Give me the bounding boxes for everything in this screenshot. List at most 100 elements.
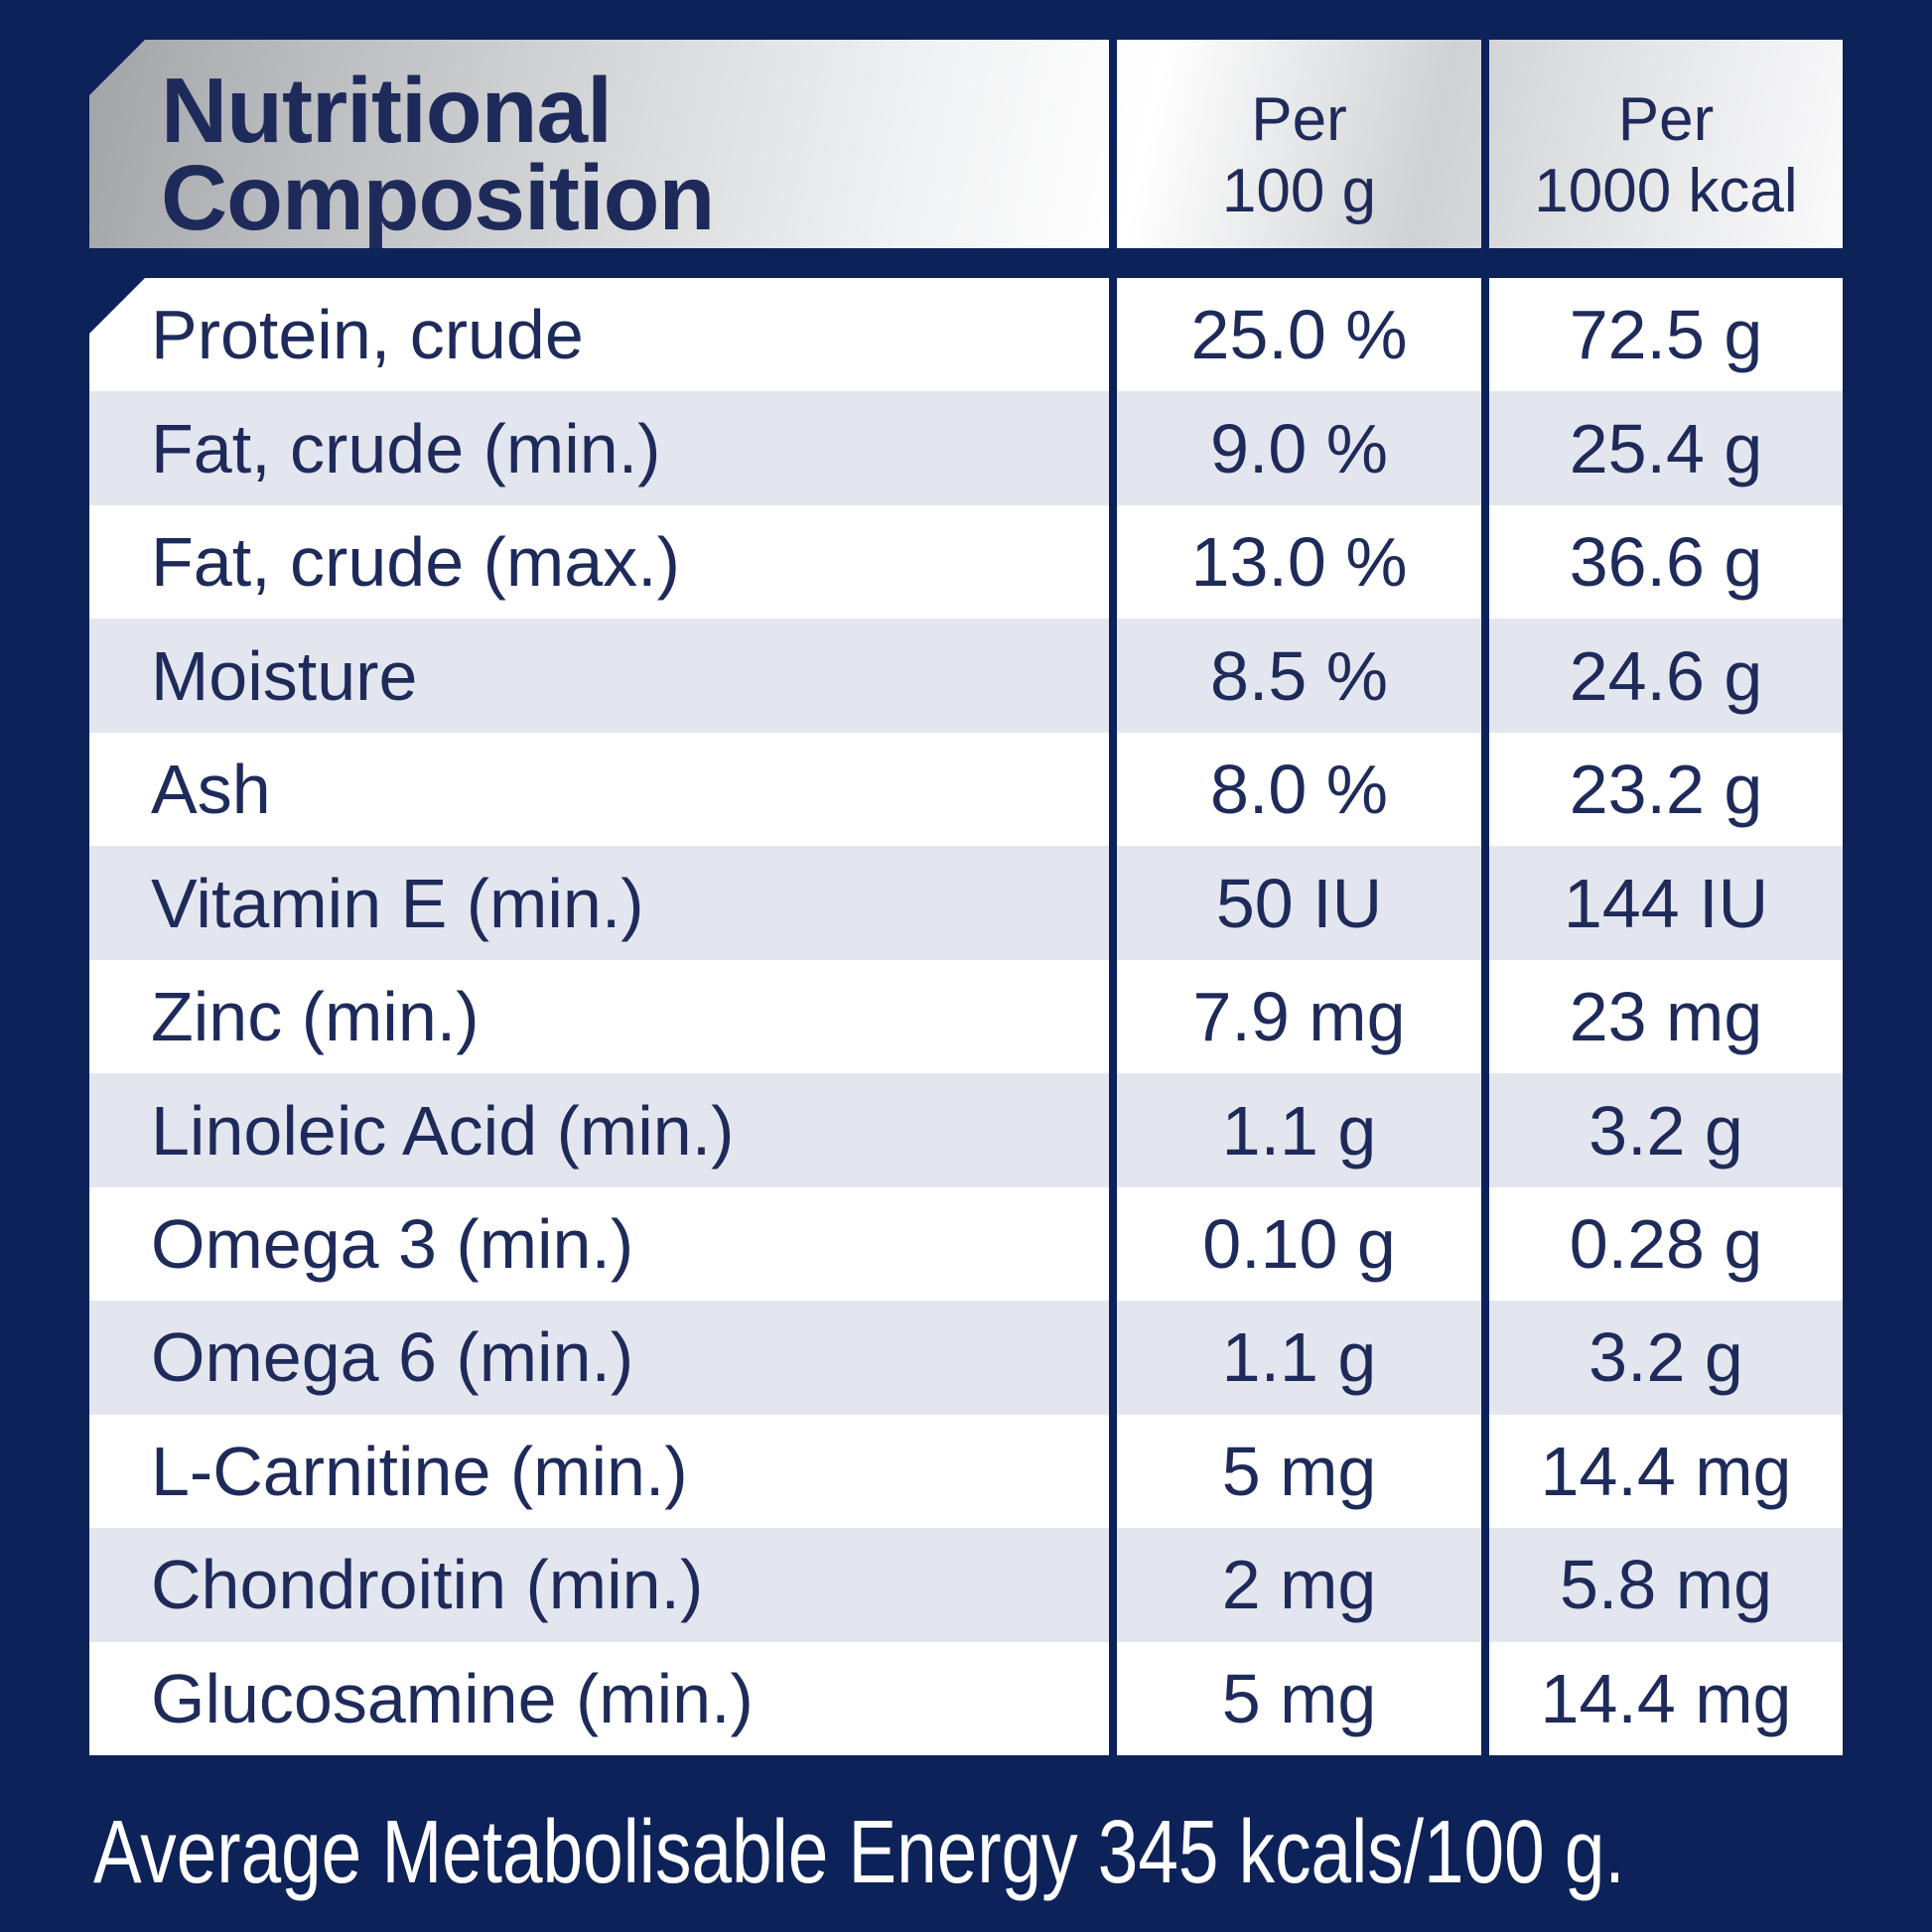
per-1000kcal-value: 3.2 g [1588, 1091, 1743, 1170]
per-100g-value-cell: 8.5 % [1117, 619, 1481, 732]
column-divider [1109, 1641, 1117, 1755]
column-divider [1481, 846, 1489, 960]
column-header-per-100g-line2: 100 g [1221, 157, 1377, 225]
per-1000kcal-value: 144 IU [1563, 864, 1769, 942]
column-header-per-100g: Per 100 g [1117, 40, 1481, 248]
nutrient-label-cell: Ash [89, 733, 1109, 846]
column-divider [1109, 1186, 1117, 1302]
nutrient-label: Ash [151, 751, 271, 829]
per-1000kcal-value: 72.5 g [1569, 296, 1763, 374]
table-row: Vitamin E (min.) 50 IU 144 IU [89, 846, 1843, 960]
per-1000kcal-value: 23 mg [1569, 978, 1763, 1056]
nutrient-label: Vitamin E (min.) [151, 864, 644, 942]
table-row: Chondroitin (min.) 2 mg 5.8 mg [89, 1528, 1843, 1642]
table-row: Ash 8.0 % 23.2 g [89, 732, 1843, 847]
table-row: Protein, crude 25.0 % 72.5 g [89, 278, 1843, 392]
nutrient-label: Fat, crude (min.) [151, 409, 661, 487]
per-1000kcal-value: 5.8 mg [1560, 1546, 1772, 1624]
column-header-per-1000kcal: Per 1000 kcal [1489, 40, 1843, 248]
column-divider [1481, 1528, 1489, 1642]
per-1000kcal-value-cell: 0.28 g [1489, 1187, 1843, 1301]
nutrient-label: Omega 6 (min.) [151, 1318, 634, 1397]
per-1000kcal-value-cell: 24.6 g [1489, 619, 1843, 732]
nutrient-label: Linoleic Acid (min.) [151, 1091, 735, 1170]
per-1000kcal-value-cell: 3.2 g [1489, 1301, 1843, 1414]
column-divider [1481, 391, 1489, 505]
column-divider [1109, 504, 1117, 620]
nutrient-label: L-Carnitine (min.) [151, 1432, 688, 1510]
table-row: Glucosamine (min.) 5 mg 14.4 mg [89, 1641, 1843, 1755]
per-100g-value-cell: 0.10 g [1117, 1187, 1481, 1301]
per-1000kcal-value-cell: 25.4 g [1489, 391, 1843, 504]
column-divider [1109, 959, 1117, 1074]
column-divider [1109, 391, 1117, 505]
table-body: Protein, crude 25.0 % 72.5 g Fat, crude … [89, 278, 1843, 1755]
column-divider [1109, 846, 1117, 960]
column-divider [1481, 1301, 1489, 1415]
column-divider [1109, 1073, 1117, 1187]
per-100g-value: 1.1 g [1221, 1318, 1377, 1397]
per-100g-value-cell: 5 mg [1117, 1642, 1481, 1755]
nutrient-label: Protein, crude [151, 296, 584, 374]
nutrient-label-cell: Omega 3 (min.) [89, 1187, 1109, 1301]
table-title-line1: Nutritional [161, 59, 613, 162]
per-100g-value: 1.1 g [1221, 1091, 1377, 1170]
nutrient-label: Fat, crude (max.) [151, 523, 680, 602]
per-1000kcal-value: 0.28 g [1569, 1204, 1763, 1283]
per-1000kcal-value: 14.4 mg [1540, 1659, 1792, 1737]
per-100g-value-cell: 50 IU [1117, 846, 1481, 959]
nutrient-label-cell: L-Carnitine (min.) [89, 1415, 1109, 1528]
column-divider [1481, 732, 1489, 847]
nutrient-label-cell: Vitamin E (min.) [89, 846, 1109, 959]
column-header-per-1000kcal-line1: Per [1617, 85, 1715, 154]
per-100g-value: 5 mg [1221, 1432, 1377, 1510]
per-1000kcal-value-cell: 23.2 g [1489, 733, 1843, 846]
column-divider [1109, 619, 1117, 733]
table-row: Fat, crude (min.) 9.0 % 25.4 g [89, 391, 1843, 505]
per-1000kcal-value-cell: 3.2 g [1489, 1073, 1843, 1186]
per-100g-value: 8.0 % [1210, 751, 1388, 829]
per-1000kcal-value-cell: 144 IU [1489, 846, 1843, 959]
nutrient-label-cell: Glucosamine (min.) [89, 1642, 1109, 1755]
per-1000kcal-value-cell: 5.8 mg [1489, 1528, 1843, 1641]
column-divider [1109, 1301, 1117, 1415]
nutrient-label-cell: Zinc (min.) [89, 960, 1109, 1073]
table-row: Moisture 8.5 % 24.6 g [89, 619, 1843, 733]
per-100g-value: 8.5 % [1210, 636, 1388, 715]
table-row: Omega 6 (min.) 1.1 g 3.2 g [89, 1301, 1843, 1415]
per-1000kcal-value: 36.6 g [1569, 523, 1763, 602]
per-1000kcal-value-cell: 72.5 g [1489, 278, 1843, 391]
column-divider [1109, 1414, 1117, 1529]
column-header-per-1000kcal-line2: 1000 kcal [1534, 157, 1798, 225]
per-100g-value: 2 mg [1221, 1546, 1377, 1624]
per-1000kcal-value: 3.2 g [1588, 1318, 1743, 1397]
per-100g-value-cell: 5 mg [1117, 1415, 1481, 1528]
nutrient-label-cell: Fat, crude (min.) [89, 391, 1109, 504]
per-1000kcal-value: 23.2 g [1569, 751, 1763, 829]
per-1000kcal-value-cell: 14.4 mg [1489, 1415, 1843, 1528]
per-100g-value: 0.10 g [1202, 1204, 1396, 1283]
table-row: Omega 3 (min.) 0.10 g 0.28 g [89, 1186, 1843, 1302]
column-header-per-100g-line1: Per [1251, 85, 1347, 154]
energy-footnote-text: Average Metabolisable Energy 345 kcals/1… [93, 1802, 1625, 1902]
per-100g-value-cell: 7.9 mg [1117, 960, 1481, 1073]
table-title: Nutritional Composition [89, 40, 1109, 248]
table-row: Fat, crude (max.) 13.0 % 36.6 g [89, 504, 1843, 620]
per-100g-value-cell: 9.0 % [1117, 391, 1481, 504]
per-100g-value: 5 mg [1221, 1659, 1377, 1737]
table-row: Zinc (min.) 7.9 mg 23 mg [89, 959, 1843, 1074]
per-1000kcal-value-cell: 14.4 mg [1489, 1642, 1843, 1755]
nutrient-label-cell: Linoleic Acid (min.) [89, 1073, 1109, 1186]
per-1000kcal-value-cell: 36.6 g [1489, 505, 1843, 619]
nutrient-label-cell: Protein, crude [89, 278, 1109, 391]
per-100g-value: 13.0 % [1190, 523, 1408, 602]
per-100g-value-cell: 25.0 % [1117, 278, 1481, 391]
column-divider [1109, 1528, 1117, 1642]
nutrient-label-cell: Omega 6 (min.) [89, 1301, 1109, 1414]
nutrient-label-cell: Fat, crude (max.) [89, 505, 1109, 619]
per-1000kcal-value: 25.4 g [1569, 409, 1763, 487]
table-header: Nutritional Composition Per 100 g Per 10… [89, 40, 1843, 248]
per-100g-value: 25.0 % [1190, 296, 1408, 374]
nutrient-label-cell: Moisture [89, 619, 1109, 732]
